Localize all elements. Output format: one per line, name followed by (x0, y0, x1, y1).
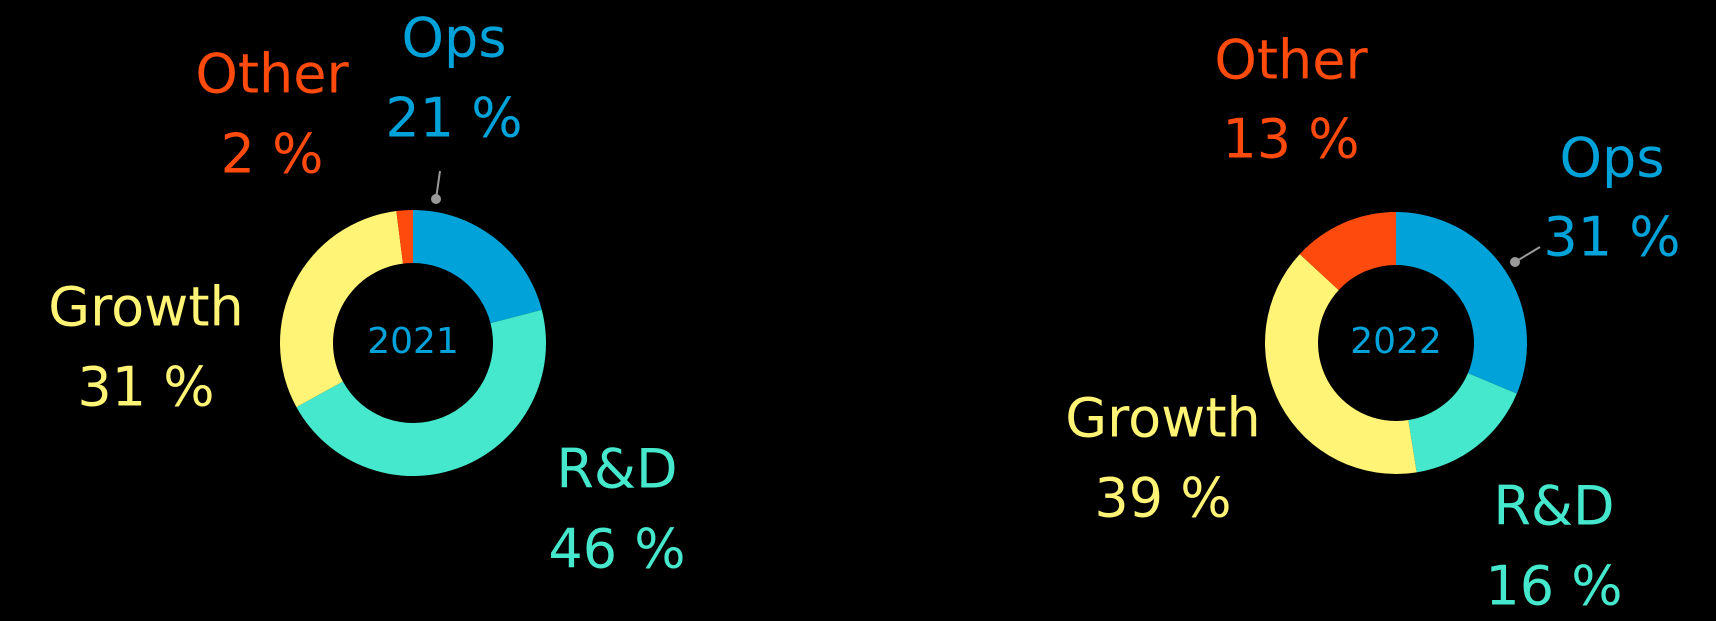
slice-value-r-d: 16 % (1485, 555, 1622, 618)
donut-center-label: 2022 (1350, 321, 1442, 362)
slice-value-growth: 39 % (1094, 467, 1231, 530)
slice-label-growth: Growth (48, 276, 243, 339)
slice-value-other: 2 % (221, 123, 324, 186)
donut-slice-other (396, 210, 413, 264)
donut-center-label: 2021 (367, 321, 459, 362)
slice-label-growth: Growth (1065, 387, 1260, 450)
donut-slice-other (1299, 212, 1396, 291)
leader-dot (431, 194, 441, 204)
slice-label-ops: Ops (1560, 127, 1665, 190)
leader-dot (1510, 257, 1520, 267)
slice-label-r-d: R&D (1493, 475, 1614, 538)
donut-slice-ops (413, 210, 542, 324)
slice-value-r-d: 46 % (548, 518, 685, 581)
slice-value-growth: 31 % (77, 356, 214, 419)
donut-slice-growth (1264, 254, 1417, 474)
slice-label-r-d: R&D (556, 438, 677, 501)
donut-slice-r-d (1408, 373, 1517, 473)
slice-label-ops: Ops (402, 7, 507, 70)
donut-slice-ops (1396, 212, 1527, 394)
slice-value-ops: 21 % (385, 87, 522, 150)
donut-chart-2022: Ops 31 % R&D 16 % Growth 39 % Other 13 % 2022 (1065, 29, 1680, 618)
slice-value-ops: 31 % (1543, 206, 1680, 269)
slice-value-other: 13 % (1222, 108, 1359, 171)
slice-label-other: Other (195, 43, 349, 106)
donut-chart-2021: Ops 21 % R&D 46 % Growth 31 % Other 2 % 2021 (48, 7, 685, 581)
slice-label-other: Other (1214, 29, 1368, 92)
donut-slice-r-d (296, 309, 546, 476)
donut-slice-growth (280, 211, 403, 408)
